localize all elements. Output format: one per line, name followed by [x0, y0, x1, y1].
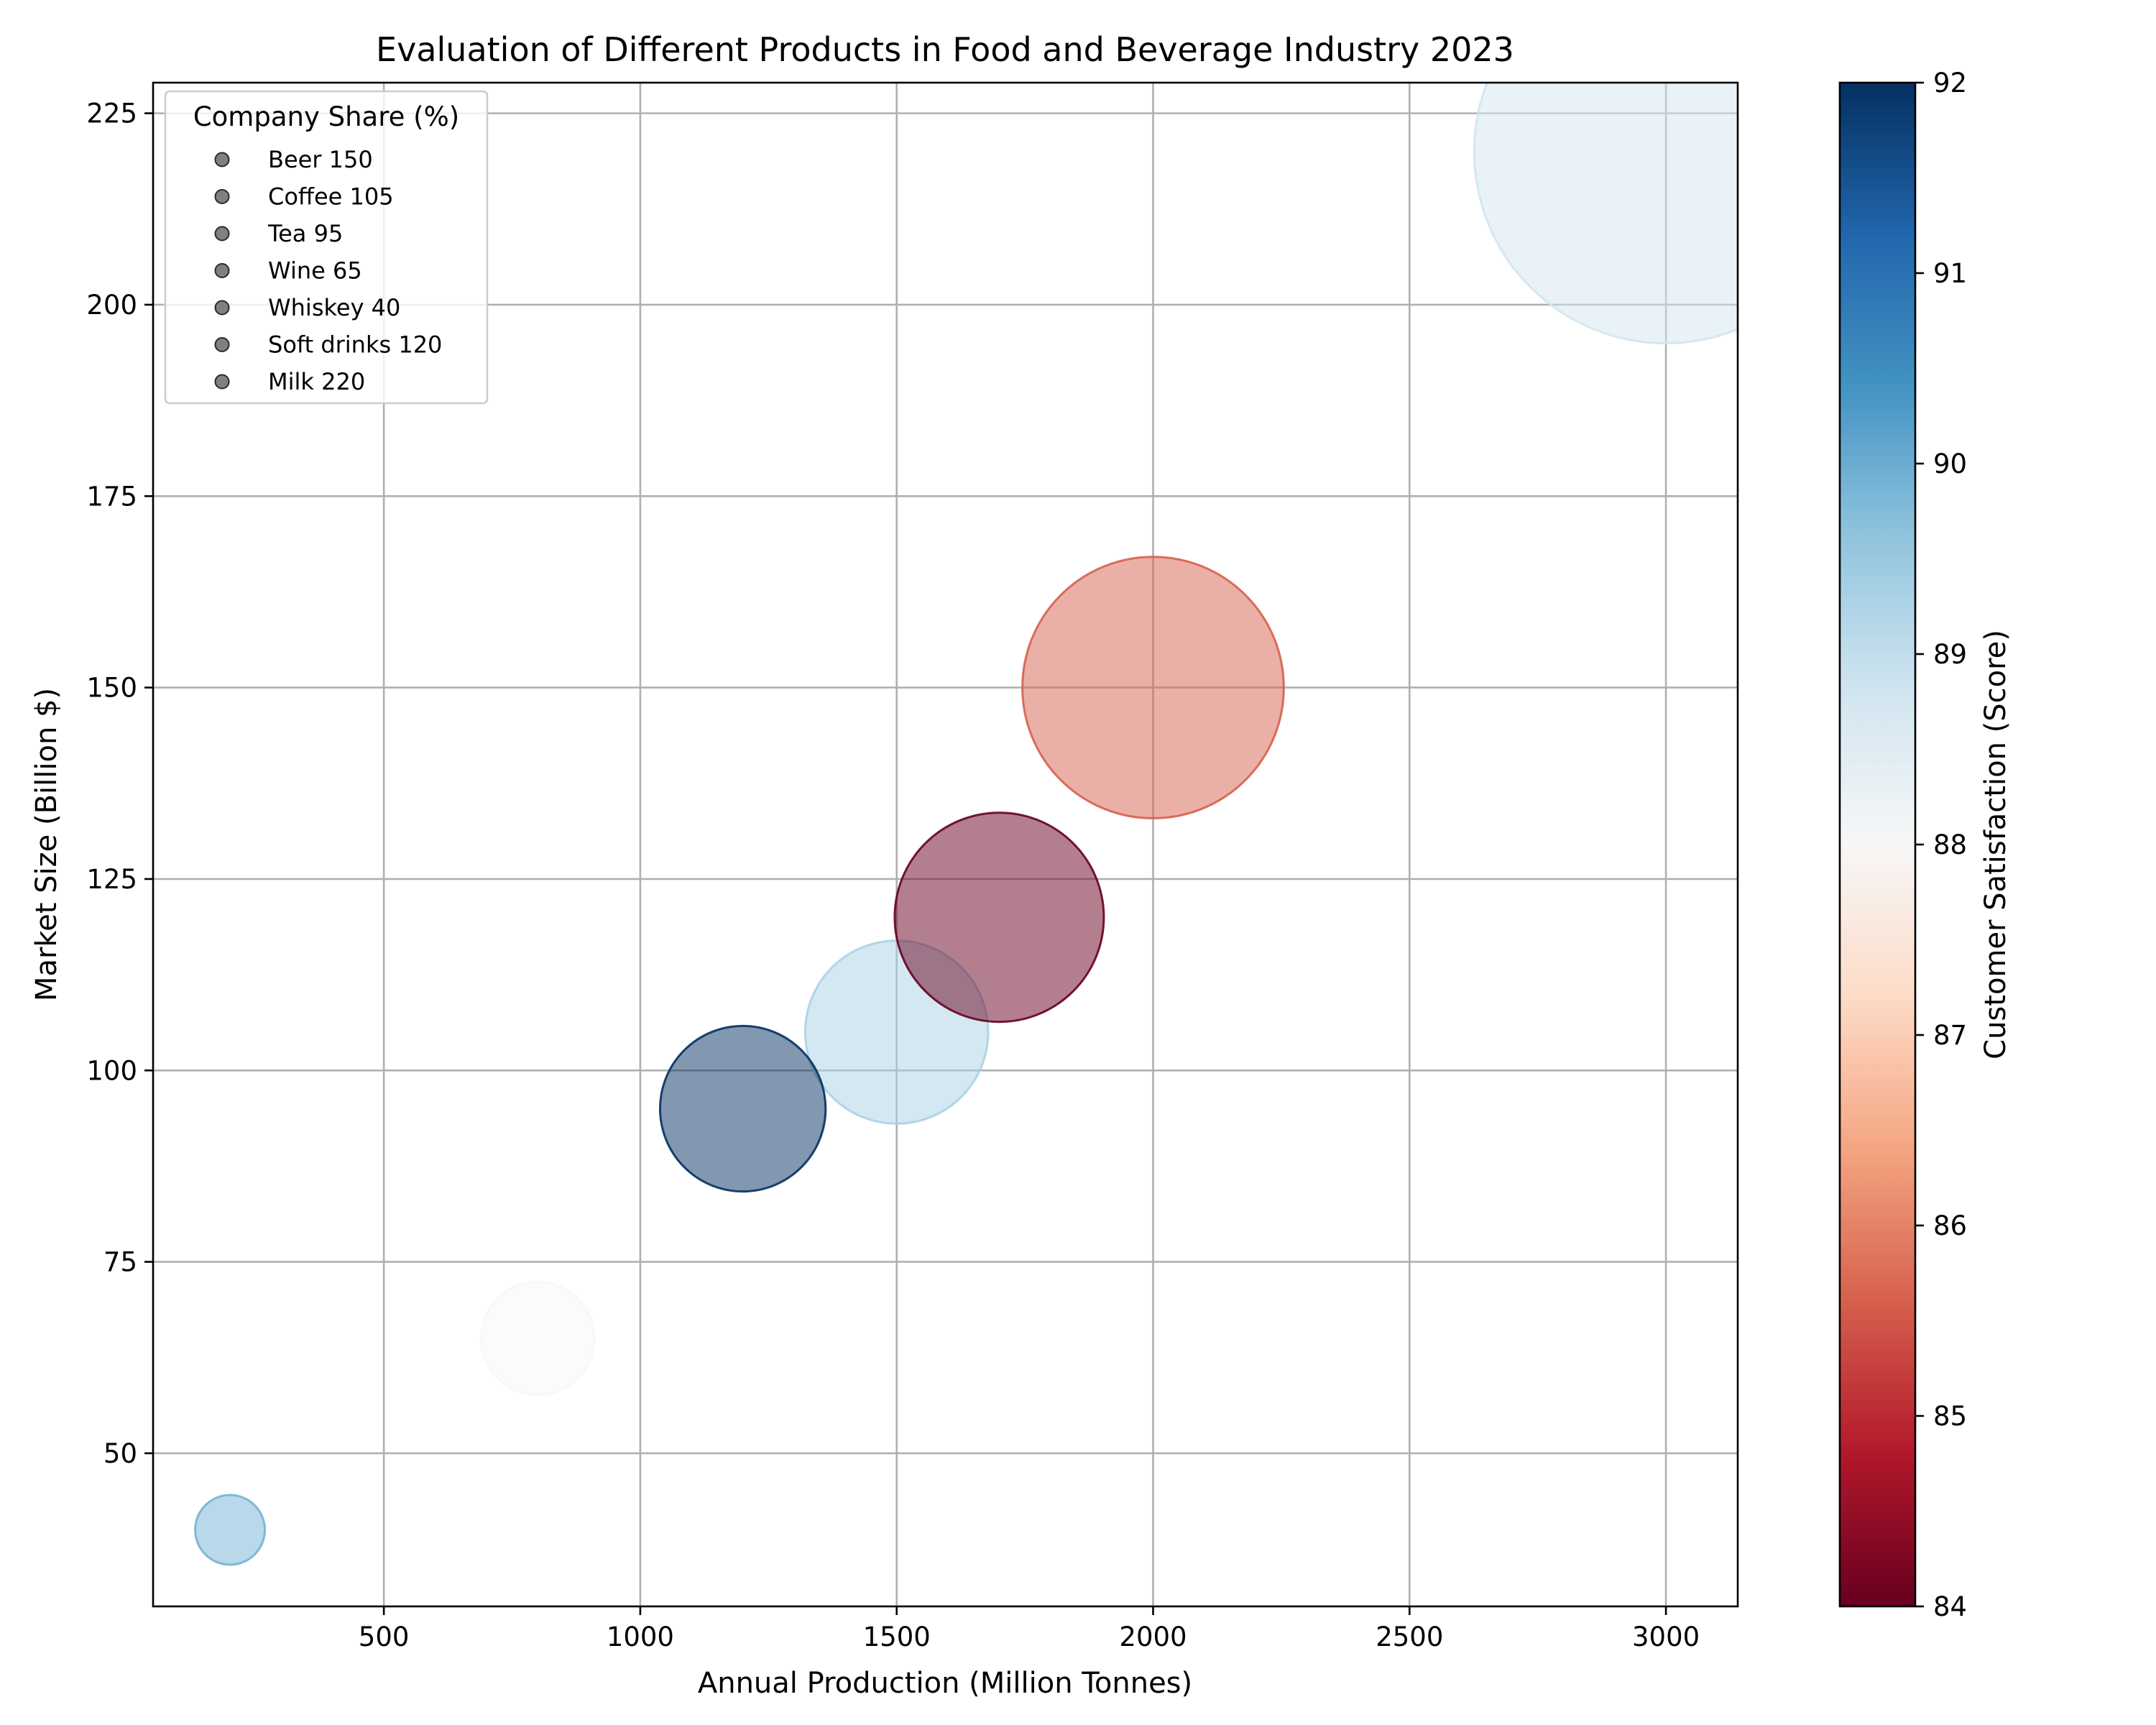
legend-entry-label: Soft drinks 120	[268, 331, 442, 359]
legend-entry-label: Milk 220	[268, 368, 365, 395]
bubble-wine	[479, 1280, 596, 1397]
bubble-whiskey	[194, 1494, 267, 1566]
y-axis-ticks: 50 75 100 125 150 175 200 225	[86, 98, 153, 1469]
colorbar-gradient	[1838, 81, 1917, 1608]
colorbar-tick-label: 84	[1933, 1591, 1967, 1622]
colorbar-tick-label: 91	[1933, 258, 1967, 289]
legend-title: Company Share (%)	[193, 101, 459, 132]
y-tick-label: 175	[86, 481, 137, 512]
chart-title: Evaluation of Different Products in Food…	[376, 30, 1514, 69]
legend-entries: Beer 150 Coffee 105 Tea 95 Wine 65 Whiskey 4…	[214, 146, 442, 395]
legend-entry-label: Wine 65	[268, 257, 362, 285]
colorbar-tick-label: 86	[1933, 1210, 1967, 1241]
legend-entry-label: Coffee 105	[268, 183, 394, 211]
y-tick-label: 75	[103, 1247, 137, 1278]
legend: Company Share (%) Beer 150 Coffee 105 Tea …	[164, 90, 489, 405]
x-tick-label: 500	[359, 1622, 410, 1652]
colorbar-tick-label: 92	[1933, 68, 1967, 98]
bubble-soft-drinks	[893, 811, 1105, 1024]
x-tick-label: 2000	[1119, 1622, 1187, 1652]
y-axis-label: Market Size (Billion $)	[30, 688, 63, 1001]
bubble-series	[194, 83, 1738, 1566]
legend-entry-label: Beer 150	[268, 146, 373, 173]
legend-marker	[214, 300, 230, 316]
legend-marker	[214, 337, 230, 352]
y-tick-label: 225	[86, 98, 137, 129]
colorbar: 84 85 86 87 88 89 90 91 92 Customer Satisfaction…	[1838, 68, 2012, 1622]
colorbar-tick-label: 85	[1933, 1401, 1967, 1432]
x-axis-label: Annual Production (Million Tonnes)	[698, 1667, 1192, 1700]
legend-entry-label: Tea 95	[267, 220, 343, 247]
y-tick-label: 100	[86, 1055, 137, 1086]
x-tick-label: 3000	[1632, 1622, 1700, 1652]
colorbar-ticks: 84 85 86 87 88 89 90 91 92	[1915, 68, 1967, 1622]
x-tick-label: 2500	[1376, 1622, 1443, 1652]
bubble-tea	[658, 1024, 827, 1193]
y-tick-label: 150	[86, 673, 137, 704]
colorbar-tick-label: 89	[1933, 639, 1967, 670]
legend-marker	[214, 226, 230, 242]
bubble-beer	[1021, 556, 1285, 819]
legend-entry-label: Whiskey 40	[268, 294, 400, 321]
plot-frame	[152, 81, 1739, 1608]
y-tick-label: 125	[86, 864, 137, 895]
legend-box	[164, 90, 489, 405]
legend-marker	[214, 152, 230, 167]
colorbar-tick-label: 88	[1933, 829, 1967, 860]
colorbar-label: Customer Satisfaction (Score)	[1979, 630, 2012, 1059]
colorbar-tick-label: 90	[1933, 448, 1967, 479]
bubble-milk	[1473, 83, 1738, 345]
y-tick-label: 50	[103, 1438, 137, 1469]
legend-marker	[214, 263, 230, 278]
colorbar-tick-label: 87	[1933, 1020, 1967, 1051]
x-tick-label: 1000	[607, 1622, 674, 1652]
legend-marker	[214, 374, 230, 390]
x-tick-label: 1500	[863, 1622, 931, 1652]
y-tick-label: 200	[86, 290, 137, 321]
legend-marker	[214, 189, 230, 204]
x-axis-ticks: 500 1000 1500 2000 2500 3000	[359, 1606, 1700, 1652]
